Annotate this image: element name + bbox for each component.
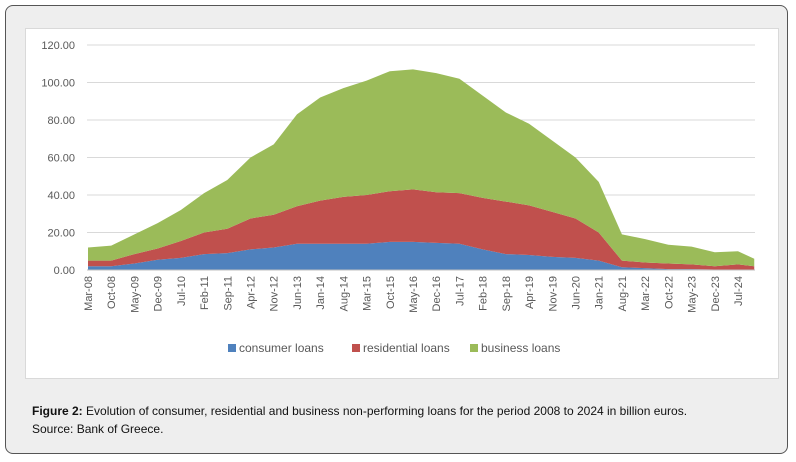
x-tick-label: May-09	[129, 276, 141, 313]
x-tick-label: Dec-09	[153, 276, 165, 311]
x-tick-label: May-16	[408, 276, 420, 313]
x-tick-label: Feb-18	[478, 276, 490, 311]
x-tick-label: Mar-22	[640, 276, 652, 311]
x-tick-label: Jul-10	[176, 276, 188, 306]
x-tick-label: Oct-22	[663, 276, 675, 309]
legend-swatch	[352, 344, 360, 352]
legend-label: residential loans	[363, 341, 450, 355]
y-tick-label: 100.00	[41, 78, 75, 90]
x-tick-label: Aug-21	[617, 276, 629, 311]
x-tick-label: Apr-12	[246, 276, 258, 309]
x-tick-label: Jul-17	[454, 276, 466, 306]
x-tick-label: Mar-08	[83, 276, 95, 311]
x-tick-label: Jul-24	[733, 276, 745, 306]
x-tick-label: May-23	[687, 276, 699, 313]
x-tick-label: Jun-13	[292, 276, 304, 310]
x-tick-label: Dec-23	[710, 276, 722, 311]
area-consumer-loans	[88, 241, 755, 270]
figure-source: Source: Bank of Greece.	[32, 422, 164, 436]
figure-caption: Figure 2: Evolution of consumer, residen…	[32, 404, 687, 418]
legend-swatch	[470, 344, 478, 352]
y-tick-label: 0.00	[54, 265, 75, 277]
legend-label: consumer loans	[239, 341, 324, 355]
caption-text: Evolution of consumer, residential and b…	[86, 404, 688, 418]
x-tick-label: Nov-19	[547, 276, 559, 311]
y-tick-label: 80.00	[47, 115, 75, 127]
x-tick-label: Nov-12	[269, 276, 281, 311]
area-residential-loans	[88, 189, 755, 270]
legend-label: business loans	[481, 341, 560, 355]
x-tick-label: Sep-18	[501, 276, 513, 311]
x-tick-label: Jun-20	[571, 276, 583, 310]
x-tick-label: Mar-15	[362, 276, 374, 311]
caption-label: Figure 2:	[32, 404, 83, 418]
legend-swatch	[228, 344, 236, 352]
x-tick-label: Apr-19	[524, 276, 536, 309]
x-tick-label: Feb-11	[199, 276, 211, 310]
area-business-loans	[88, 69, 755, 267]
y-tick-label: 120.00	[41, 40, 75, 52]
x-tick-label: Oct-08	[106, 276, 118, 309]
y-tick-label: 20.00	[47, 228, 75, 240]
y-tick-label: 40.00	[47, 190, 75, 202]
x-tick-label: Oct-15	[385, 276, 397, 309]
x-tick-label: Aug-14	[338, 276, 350, 311]
x-tick-label: Jan-21	[594, 276, 606, 310]
x-tick-label: Sep-11	[222, 276, 234, 311]
x-tick-label: Jan-14	[315, 276, 327, 310]
y-tick-label: 60.00	[47, 153, 75, 165]
x-tick-label: Dec-16	[431, 276, 443, 311]
